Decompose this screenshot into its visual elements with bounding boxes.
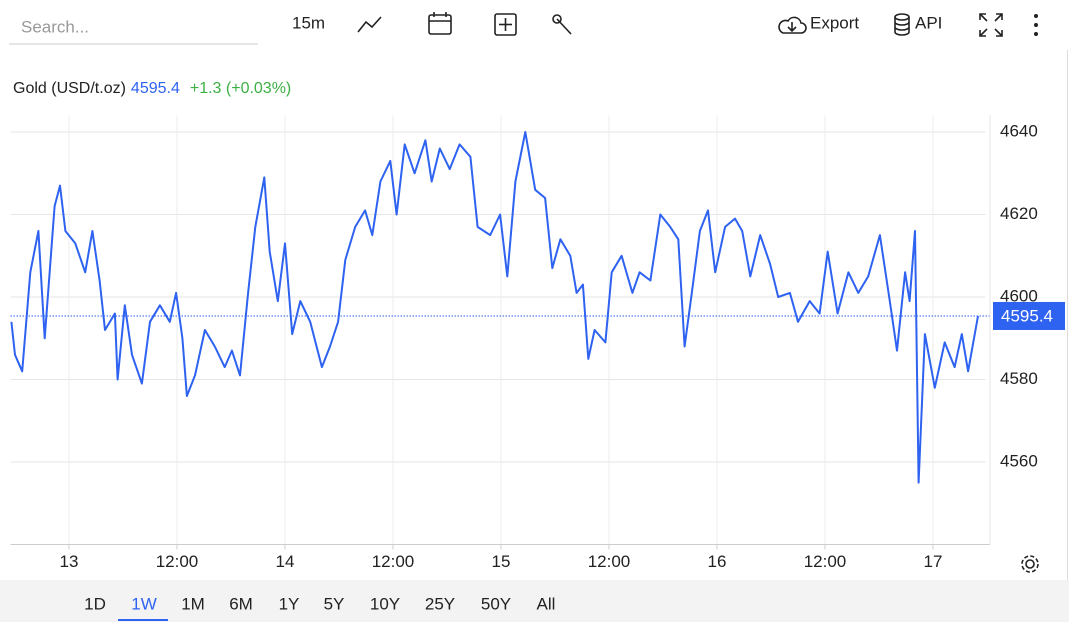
x-tick-label: 12:00 (156, 552, 199, 571)
range-button[interactable]: 1W (131, 594, 157, 613)
x-tick-label: 16 (708, 552, 727, 571)
x-tick-label: 12:00 (804, 552, 847, 571)
api-button[interactable]: API (894, 13, 942, 36)
range-button[interactable]: 25Y (425, 594, 455, 613)
range-button[interactable]: 5Y (324, 594, 345, 613)
export-label: Export (810, 13, 859, 32)
y-tick-label: 4640 (1000, 121, 1038, 140)
last-price-box (993, 301, 1065, 330)
y-tick-label: 4600 (1000, 286, 1038, 305)
last-price-label: 4595.4 (1001, 306, 1053, 325)
range-buttons: 1D 1W 1M 6M 1Y 5Y 10Y 25Y 50Y All (84, 594, 556, 621)
x-tick-label: 13 (60, 552, 79, 571)
x-tick-label: 17 (924, 552, 943, 571)
export-button[interactable]: Export (778, 13, 859, 34)
chart-header: Gold (USD/t.oz) 4595.4 +1.3 (+0.03%) (13, 80, 291, 97)
x-tick-label: 12:00 (372, 552, 415, 571)
settings-icon[interactable] (1021, 555, 1039, 573)
api-label: API (915, 13, 942, 32)
plot-area (10, 115, 992, 550)
add-indicator-icon[interactable] (494, 13, 517, 36)
tools-icon[interactable] (552, 14, 572, 35)
range-button[interactable]: All (537, 594, 556, 613)
fullscreen-icon[interactable] (979, 13, 1003, 37)
search-box[interactable]: Search... (9, 17, 258, 45)
range-button[interactable]: 10Y (370, 594, 400, 613)
y-tick-label: 4560 (1000, 451, 1038, 470)
range-button[interactable]: 1M (181, 594, 205, 613)
x-tick-label: 14 (276, 552, 295, 571)
range-button[interactable]: 50Y (481, 594, 511, 613)
chart-type-icon[interactable] (357, 16, 382, 33)
chart-title: Gold (USD/t.oz) (13, 80, 126, 97)
change-value: +1.3 (+0.03%) (190, 80, 291, 97)
interval-button[interactable]: 15m (292, 13, 325, 32)
search-placeholder: Search... (21, 17, 89, 36)
range-button[interactable]: 1Y (279, 594, 300, 613)
y-tick-label: 4620 (1000, 204, 1038, 223)
last-value: 4595.4 (131, 80, 180, 97)
x-tick-label: 15 (492, 552, 511, 571)
calendar-icon[interactable] (428, 12, 452, 35)
range-button[interactable]: 6M (229, 594, 253, 613)
range-bar (0, 580, 1069, 622)
price-line (10, 131, 979, 484)
y-tick-label: 4580 (1000, 369, 1038, 388)
x-tick-label: 12:00 (588, 552, 631, 571)
range-button[interactable]: 1D (84, 594, 106, 613)
more-menu-icon[interactable] (1034, 14, 1038, 36)
